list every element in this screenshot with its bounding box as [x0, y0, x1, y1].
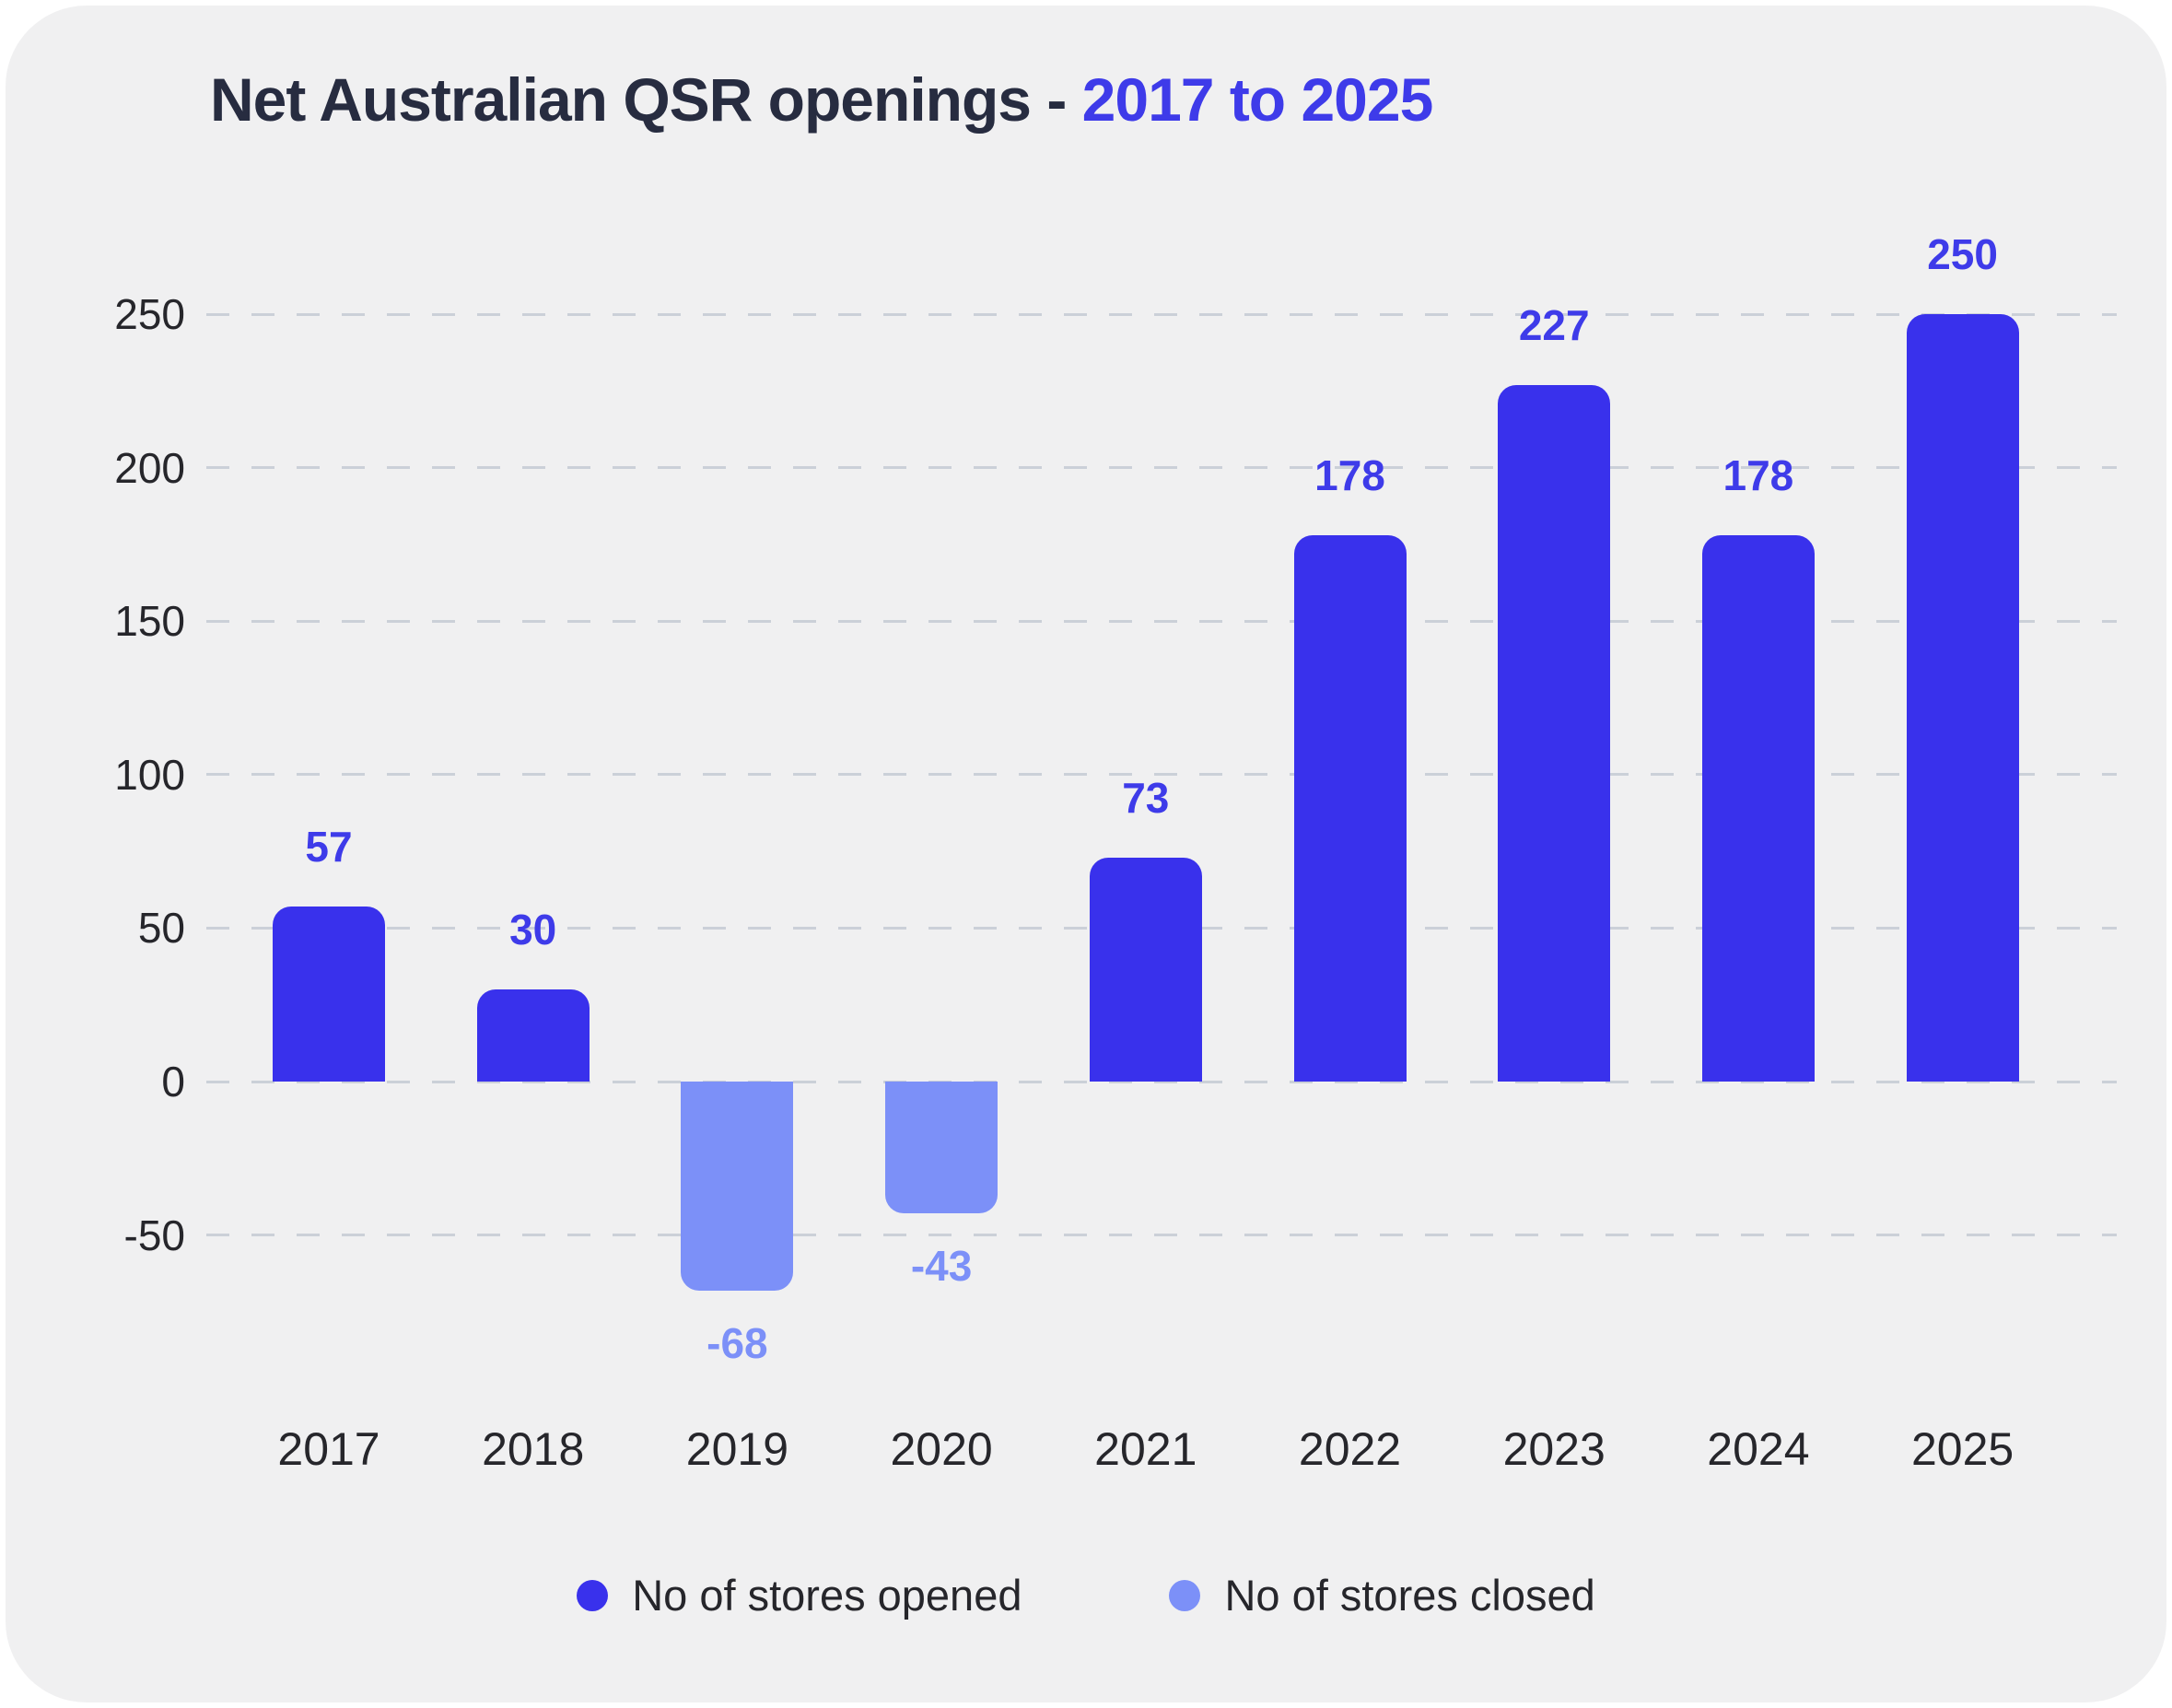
y-axis-tick-150: 150 [114, 597, 185, 646]
chart-title-accent: 2017 to 2025 [1081, 65, 1434, 134]
x-axis-tick-2025: 2025 [1910, 1423, 2014, 1475]
x-axis-tick-2019: 2019 [685, 1423, 789, 1475]
x-axis-tick-2020: 2020 [890, 1423, 993, 1475]
x-axis-tick-2018: 2018 [482, 1423, 585, 1475]
bar-2025 [1906, 314, 2019, 1082]
bar-2019 [681, 1082, 794, 1291]
value-label-2019: -68 [706, 1318, 768, 1367]
gridline-y-0 [206, 1080, 2117, 1083]
value-label-2025: 250 [1927, 230, 1998, 278]
chart-title: Net Australian QSR openings - 2017 to 20… [210, 65, 1434, 134]
stores-opened-dot-icon [577, 1579, 609, 1611]
y-axis-tick-250: 250 [114, 290, 185, 338]
y-axis-tick-50: 50 [137, 904, 185, 953]
gridline-y-200 [206, 466, 2117, 470]
legend-label-stores-closed: No of stores closed [1224, 1571, 1595, 1620]
bar-2022 [1293, 534, 1407, 1082]
chart-title-main: Net Australian QSR openings - [210, 65, 1082, 134]
y-axis-tick-200: 200 [114, 443, 185, 492]
y-axis-tick-0: 0 [161, 1058, 185, 1106]
x-axis-tick-2024: 2024 [1707, 1423, 1810, 1475]
x-axis-tick-2023: 2023 [1502, 1423, 1606, 1475]
bar-2018 [476, 989, 590, 1082]
value-label-2020: -43 [910, 1242, 973, 1291]
y-axis-tick--50: -50 [123, 1211, 185, 1259]
chart-card: Net Australian QSR openings - 2017 to 20… [6, 6, 2166, 1702]
bar-2021 [1089, 857, 1202, 1082]
gridline-y-100 [206, 773, 2117, 777]
gridline-y-250 [206, 312, 2117, 316]
value-label-2017: 57 [305, 823, 353, 872]
bar-2023 [1498, 384, 1611, 1082]
chart-legend: No of stores opened No of stores closed [6, 1573, 2166, 1617]
bar-2017 [273, 907, 385, 1082]
gridline-y--50 [206, 1234, 2117, 1237]
bar-chart-plot-area: 250 200 150 100 50 0 -50 57 2017 30 2018 -68 2019 -43… [6, 6, 2166, 1702]
bar-2024 [1701, 534, 1815, 1082]
legend-item-stores-closed: No of stores closed [1169, 1571, 1595, 1620]
value-label-2021: 73 [1122, 773, 1170, 822]
x-axis-tick-2021: 2021 [1094, 1423, 1197, 1475]
legend-item-stores-opened: No of stores opened [577, 1573, 1022, 1617]
stores-closed-dot-icon [1169, 1579, 1201, 1611]
y-axis-tick-100: 100 [114, 750, 185, 799]
legend-label-stores-opened: No of stores opened [632, 1571, 1022, 1620]
value-label-2024: 178 [1722, 450, 1794, 499]
x-axis-tick-2022: 2022 [1298, 1423, 1402, 1475]
bar-2020 [885, 1082, 998, 1214]
value-label-2023: 227 [1518, 300, 1590, 349]
gridline-y-150 [206, 619, 2117, 623]
x-axis-tick-2017: 2017 [277, 1423, 380, 1475]
value-label-2022: 178 [1314, 450, 1385, 499]
value-label-2018: 30 [509, 906, 557, 954]
